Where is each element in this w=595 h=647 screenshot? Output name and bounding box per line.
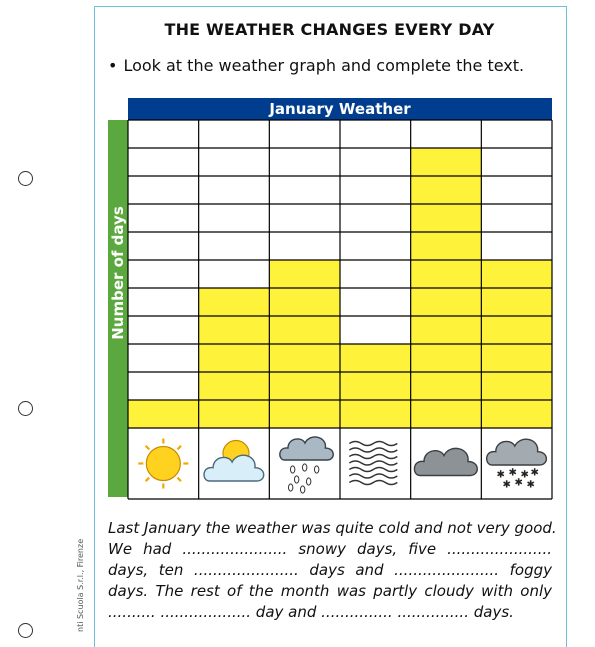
svg-text:✱: ✱ — [530, 468, 538, 479]
binder-hole — [18, 171, 33, 186]
svg-text:✱: ✱ — [520, 470, 528, 481]
svg-text:✱: ✱ — [502, 480, 510, 491]
rain-cloud-icon — [279, 436, 334, 494]
sun-icon — [138, 438, 189, 489]
worksheet-page — [94, 6, 567, 647]
bullet: • — [108, 56, 118, 75]
chart-title: January Weather — [128, 98, 552, 120]
binder-hole — [18, 401, 33, 416]
snow-cloud-icon: ✱ ✱ ✱ ✱✱ ✱ ✱ — [486, 438, 548, 491]
page-title: THE WEATHER CHANGES EVERY DAY — [164, 20, 495, 39]
fog-icon — [348, 440, 398, 486]
bar-sunny — [128, 400, 199, 428]
bar-partly cloudy — [198, 288, 270, 428]
svg-text:✱: ✱ — [496, 470, 504, 481]
text-line: days, ten ...................... days an… — [108, 561, 552, 579]
chart-grid — [127, 119, 553, 500]
text-line: .......... ................... day and .… — [108, 603, 514, 621]
cloze-text: Last January the weather was quite cold … — [108, 518, 557, 623]
instruction: • Look at the weather graph and complete … — [108, 56, 524, 75]
cloud-icon — [413, 447, 478, 477]
weather-bar-chart: ✱ ✱ ✱ ✱✱ ✱ ✱ — [127, 119, 553, 500]
bar-foggy — [340, 344, 411, 428]
instruction-text: Look at the weather graph and complete t… — [123, 56, 525, 75]
y-axis-band — [108, 120, 128, 497]
text-line: We had ...................... snowy days… — [108, 540, 552, 558]
svg-text:✱: ✱ — [514, 478, 522, 489]
partly-cloudy-icon — [203, 439, 265, 482]
text-line: Last January the weather was quite cold … — [108, 519, 557, 537]
text-line: days. The rest of the month was partly c… — [108, 582, 552, 600]
svg-text:✱: ✱ — [508, 468, 516, 479]
svg-text:✱: ✱ — [526, 480, 534, 491]
